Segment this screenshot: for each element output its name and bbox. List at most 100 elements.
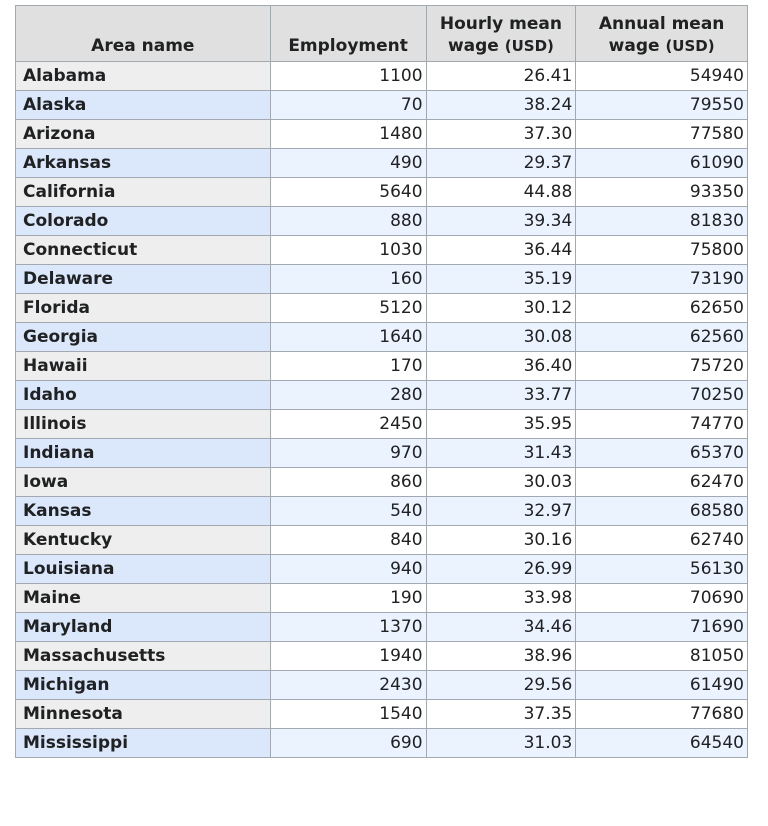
table-row: Mississippi 690 31.03 64540 <box>15 728 748 758</box>
cell-area-name: Illinois <box>15 409 271 439</box>
cell-annual-wage: 62740 <box>575 525 748 555</box>
cell-employment: 1480 <box>269 119 427 149</box>
cell-annual-wage: 73190 <box>575 264 748 294</box>
cell-area-name: Minnesota <box>15 699 271 729</box>
cell-area-name: Arkansas <box>15 148 271 178</box>
table-row: Kentucky 840 30.16 62740 <box>15 525 748 555</box>
cell-employment: 970 <box>269 438 427 468</box>
cell-annual-wage: 61090 <box>575 148 748 178</box>
cell-hourly-wage: 37.35 <box>425 699 577 729</box>
header-employment[interactable]: Employment <box>269 5 427 62</box>
cell-hourly-wage: 37.30 <box>425 119 577 149</box>
cell-annual-wage: 61490 <box>575 670 748 700</box>
cell-annual-wage: 70250 <box>575 380 748 410</box>
cell-hourly-wage: 26.41 <box>425 61 577 91</box>
table-row: California 5640 44.88 93350 <box>15 177 748 207</box>
cell-hourly-wage: 26.99 <box>425 554 577 584</box>
cell-employment: 880 <box>269 206 427 236</box>
cell-area-name: Louisiana <box>15 554 271 584</box>
cell-area-name: Kentucky <box>15 525 271 555</box>
header-area-name[interactable]: Area name <box>15 5 271 62</box>
cell-employment: 840 <box>269 525 427 555</box>
table-row: Indiana 970 31.43 65370 <box>15 438 748 468</box>
cell-annual-wage: 71690 <box>575 612 748 642</box>
cell-employment: 2450 <box>269 409 427 439</box>
table-row: Louisiana 940 26.99 56130 <box>15 554 748 584</box>
table-row: Minnesota 1540 37.35 77680 <box>15 699 748 729</box>
cell-hourly-wage: 36.44 <box>425 235 577 265</box>
cell-employment: 540 <box>269 496 427 526</box>
cell-area-name: Kansas <box>15 496 271 526</box>
cell-employment: 690 <box>269 728 427 758</box>
cell-area-name: Maine <box>15 583 271 613</box>
cell-area-name: Mississippi <box>15 728 271 758</box>
cell-annual-wage: 70690 <box>575 583 748 613</box>
cell-employment: 160 <box>269 264 427 294</box>
table-row: Arkansas 490 29.37 61090 <box>15 148 748 178</box>
cell-annual-wage: 75720 <box>575 351 748 381</box>
cell-hourly-wage: 29.37 <box>425 148 577 178</box>
cell-area-name: Alabama <box>15 61 271 91</box>
cell-area-name: Georgia <box>15 322 271 352</box>
table-row: Maine 190 33.98 70690 <box>15 583 748 613</box>
cell-employment: 1370 <box>269 612 427 642</box>
cell-hourly-wage: 35.95 <box>425 409 577 439</box>
cell-area-name: Arizona <box>15 119 271 149</box>
cell-hourly-wage: 33.98 <box>425 583 577 613</box>
table-row: Alabama 1100 26.41 54940 <box>15 61 748 91</box>
cell-annual-wage: 62470 <box>575 467 748 497</box>
cell-hourly-wage: 31.43 <box>425 438 577 468</box>
cell-hourly-wage: 44.88 <box>425 177 577 207</box>
cell-employment: 1940 <box>269 641 427 671</box>
table-row: Maryland 1370 34.46 71690 <box>15 612 748 642</box>
cell-annual-wage: 65370 <box>575 438 748 468</box>
cell-hourly-wage: 32.97 <box>425 496 577 526</box>
cell-employment: 1030 <box>269 235 427 265</box>
table-row: Alaska 70 38.24 79550 <box>15 90 748 120</box>
cell-area-name: Michigan <box>15 670 271 700</box>
cell-hourly-wage: 38.24 <box>425 90 577 120</box>
cell-employment: 1640 <box>269 322 427 352</box>
cell-employment: 1100 <box>269 61 427 91</box>
cell-employment: 490 <box>269 148 427 178</box>
header-row: Area name Employment Hourly mean wage (U… <box>15 5 748 62</box>
cell-area-name: Maryland <box>15 612 271 642</box>
cell-annual-wage: 54940 <box>575 61 748 91</box>
cell-hourly-wage: 30.08 <box>425 322 577 352</box>
cell-area-name: Iowa <box>15 467 271 497</box>
cell-area-name: Delaware <box>15 264 271 294</box>
cell-hourly-wage: 30.16 <box>425 525 577 555</box>
table-row: Kansas 540 32.97 68580 <box>15 496 748 526</box>
cell-annual-wage: 64540 <box>575 728 748 758</box>
table-row: Arizona 1480 37.30 77580 <box>15 119 748 149</box>
cell-annual-wage: 77580 <box>575 119 748 149</box>
cell-area-name: California <box>15 177 271 207</box>
cell-hourly-wage: 29.56 <box>425 670 577 700</box>
table-row: Georgia 1640 30.08 62560 <box>15 322 748 352</box>
cell-hourly-wage: 31.03 <box>425 728 577 758</box>
header-hourly-mean-wage[interactable]: Hourly mean wage (USD) <box>425 5 577 62</box>
table-row: Iowa 860 30.03 62470 <box>15 467 748 497</box>
table-row: Massachusetts 1940 38.96 81050 <box>15 641 748 671</box>
table-row: Delaware 160 35.19 73190 <box>15 264 748 294</box>
cell-annual-wage: 56130 <box>575 554 748 584</box>
cell-area-name: Massachusetts <box>15 641 271 671</box>
cell-annual-wage: 79550 <box>575 90 748 120</box>
table-row: Colorado 880 39.34 81830 <box>15 206 748 236</box>
cell-hourly-wage: 39.34 <box>425 206 577 236</box>
header-annual-mean-wage[interactable]: Annual mean wage (USD) <box>575 5 748 62</box>
table-row: Michigan 2430 29.56 61490 <box>15 670 748 700</box>
unit-label: (USD) <box>665 37 715 55</box>
cell-hourly-wage: 38.96 <box>425 641 577 671</box>
table-body: Alabama 1100 26.41 54940 Alaska 70 38.24 79550 A… <box>15 61 748 758</box>
cell-annual-wage: 74770 <box>575 409 748 439</box>
cell-annual-wage: 62650 <box>575 293 748 323</box>
cell-annual-wage: 81830 <box>575 206 748 236</box>
cell-area-name: Idaho <box>15 380 271 410</box>
cell-hourly-wage: 36.40 <box>425 351 577 381</box>
table-row: Hawaii 170 36.40 75720 <box>15 351 748 381</box>
cell-area-name: Connecticut <box>15 235 271 265</box>
table-row: Connecticut 1030 36.44 75800 <box>15 235 748 265</box>
cell-area-name: Hawaii <box>15 351 271 381</box>
cell-annual-wage: 81050 <box>575 641 748 671</box>
